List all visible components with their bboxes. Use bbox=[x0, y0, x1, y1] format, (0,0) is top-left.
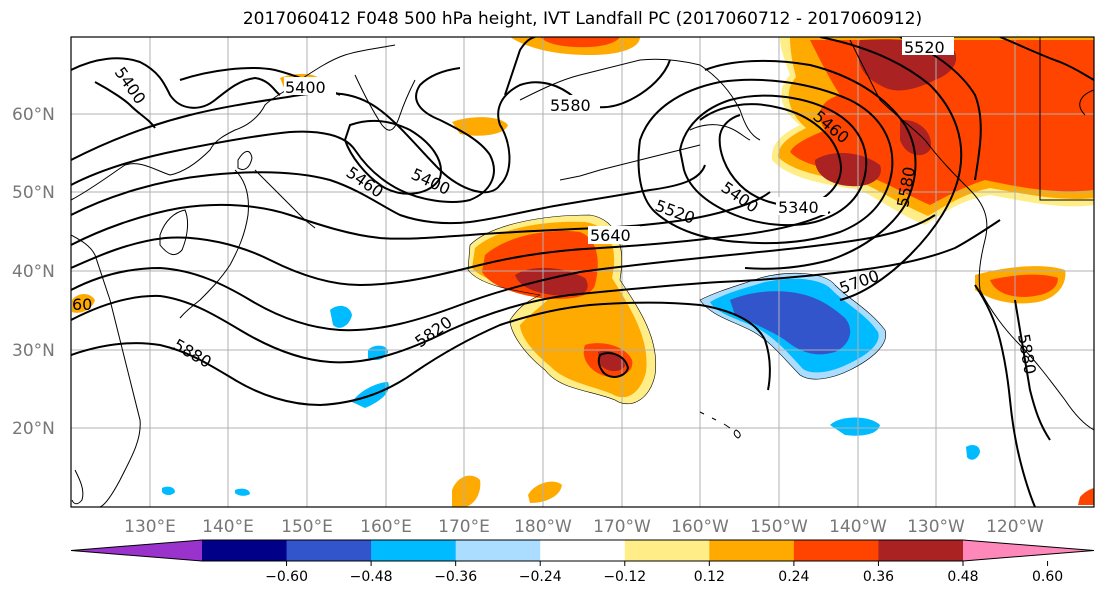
colorbar-tick-label: −0.12 bbox=[603, 569, 646, 585]
lon-label: 150°W bbox=[750, 517, 808, 537]
contour-label: 5520 bbox=[904, 38, 945, 57]
longitude-labels: 130°E 140°E 150°E 160°E 170°E 180°W 170°… bbox=[124, 517, 1044, 537]
contour-label: 5400 bbox=[285, 78, 326, 97]
colorbar-tick-label: −0.36 bbox=[434, 569, 477, 585]
colorbar-extend-min bbox=[71, 540, 202, 561]
lat-label: 30°N bbox=[12, 341, 55, 361]
lat-label: 50°N bbox=[12, 183, 55, 203]
lon-label: 130°W bbox=[907, 517, 965, 537]
lon-label: 130°E bbox=[124, 517, 176, 537]
colorbar-tick-label: 0.12 bbox=[694, 569, 725, 585]
colorbar-segment bbox=[624, 540, 710, 561]
height-contours bbox=[71, 37, 1094, 507]
colorbar-outline bbox=[70, 539, 1095, 562]
contour-label: 5340 bbox=[778, 198, 819, 217]
colorbar-tick-label: −0.60 bbox=[265, 569, 308, 585]
map-title: 2017060412 F048 500 hPa height, IVT Land… bbox=[242, 9, 923, 29]
colorbar: −0.60 −0.48 −0.36 −0.24 −0.12 0.12 0.24 0.36 0.4… bbox=[70, 539, 1095, 585]
colorbar-tick-label: 0.36 bbox=[863, 569, 894, 585]
graticule bbox=[71, 37, 1094, 507]
colorbar-segment bbox=[202, 540, 288, 561]
contour-label: 5580 bbox=[550, 96, 591, 115]
colorbar-segment bbox=[878, 540, 964, 561]
lon-label: 140°E bbox=[202, 517, 254, 537]
colorbar-segment bbox=[286, 540, 372, 561]
coastlines bbox=[71, 37, 1094, 507]
contour-label: 60 bbox=[72, 295, 92, 314]
lon-label: 170°W bbox=[593, 517, 651, 537]
lon-label: 140°W bbox=[829, 517, 887, 537]
lon-label: 120°W bbox=[986, 517, 1044, 537]
colorbar-tick-label: 0.60 bbox=[1032, 569, 1063, 585]
colorbar-extend-max bbox=[963, 540, 1094, 561]
contour-label: 5640 bbox=[590, 226, 631, 245]
colorbar-segment bbox=[371, 540, 457, 561]
colorbar-tick-label: 0.24 bbox=[778, 569, 809, 585]
colorbar-tick-label: 0.48 bbox=[947, 569, 978, 585]
lat-label: 40°N bbox=[12, 262, 55, 282]
colorbar-segment bbox=[709, 540, 795, 561]
latitude-labels: 60°N 50°N 40°N 30°N 20°N bbox=[12, 105, 55, 439]
lon-label: 180°W bbox=[514, 517, 572, 537]
lon-label: 160°E bbox=[360, 517, 412, 537]
colorbar-tick-label: −0.24 bbox=[519, 569, 562, 585]
colorbar-segment bbox=[455, 540, 541, 561]
lat-label: 20°N bbox=[12, 419, 55, 439]
negative-ivt-shading bbox=[162, 273, 980, 496]
lon-label: 150°E bbox=[281, 517, 333, 537]
lon-label: 160°W bbox=[671, 517, 729, 537]
colorbar-segment bbox=[793, 540, 879, 561]
colorbar-tick-label: −0.48 bbox=[350, 569, 393, 585]
map-frame bbox=[70, 36, 1095, 508]
lon-label: 170°E bbox=[438, 517, 490, 537]
colorbar-segment bbox=[540, 540, 626, 561]
lat-label: 60°N bbox=[12, 105, 55, 125]
